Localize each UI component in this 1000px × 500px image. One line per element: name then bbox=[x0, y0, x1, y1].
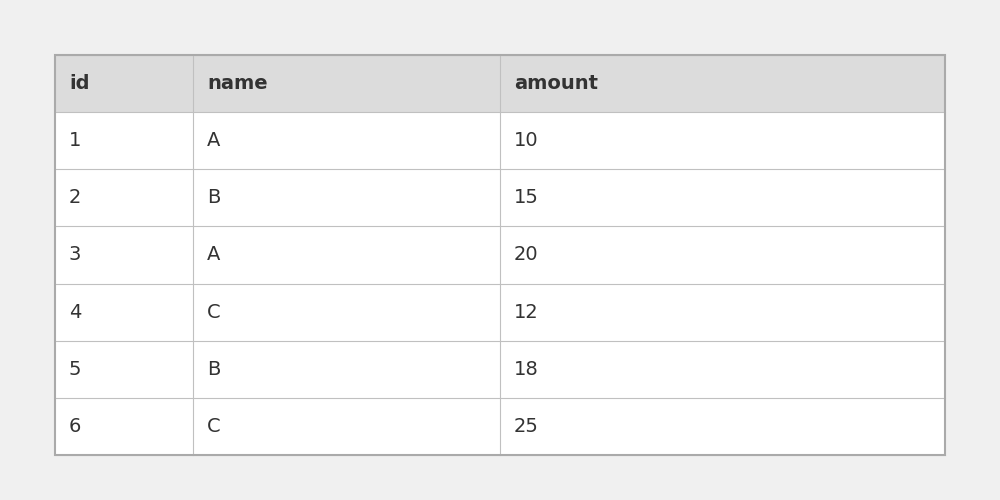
Bar bbox=[55, 398, 945, 455]
Text: 18: 18 bbox=[514, 360, 539, 379]
Text: 5: 5 bbox=[69, 360, 82, 379]
Text: 4: 4 bbox=[69, 302, 81, 322]
Text: C: C bbox=[207, 302, 221, 322]
Text: B: B bbox=[207, 188, 220, 208]
Text: B: B bbox=[207, 360, 220, 379]
Bar bbox=[55, 284, 945, 341]
Text: name: name bbox=[207, 74, 268, 93]
Bar bbox=[55, 340, 945, 398]
Bar bbox=[55, 55, 945, 455]
Bar bbox=[55, 226, 945, 283]
Bar bbox=[55, 170, 945, 226]
Text: C: C bbox=[207, 417, 221, 436]
Text: 6: 6 bbox=[69, 417, 81, 436]
Text: A: A bbox=[207, 246, 220, 264]
Bar bbox=[55, 112, 945, 170]
Text: 15: 15 bbox=[514, 188, 539, 208]
Text: A: A bbox=[207, 131, 220, 150]
Text: 10: 10 bbox=[514, 131, 539, 150]
Text: 12: 12 bbox=[514, 302, 539, 322]
Bar bbox=[55, 55, 945, 112]
Text: 2: 2 bbox=[69, 188, 81, 208]
Text: 25: 25 bbox=[514, 417, 539, 436]
Text: amount: amount bbox=[514, 74, 598, 93]
Text: 1: 1 bbox=[69, 131, 81, 150]
Text: 3: 3 bbox=[69, 246, 81, 264]
Text: 20: 20 bbox=[514, 246, 539, 264]
Text: id: id bbox=[69, 74, 90, 93]
